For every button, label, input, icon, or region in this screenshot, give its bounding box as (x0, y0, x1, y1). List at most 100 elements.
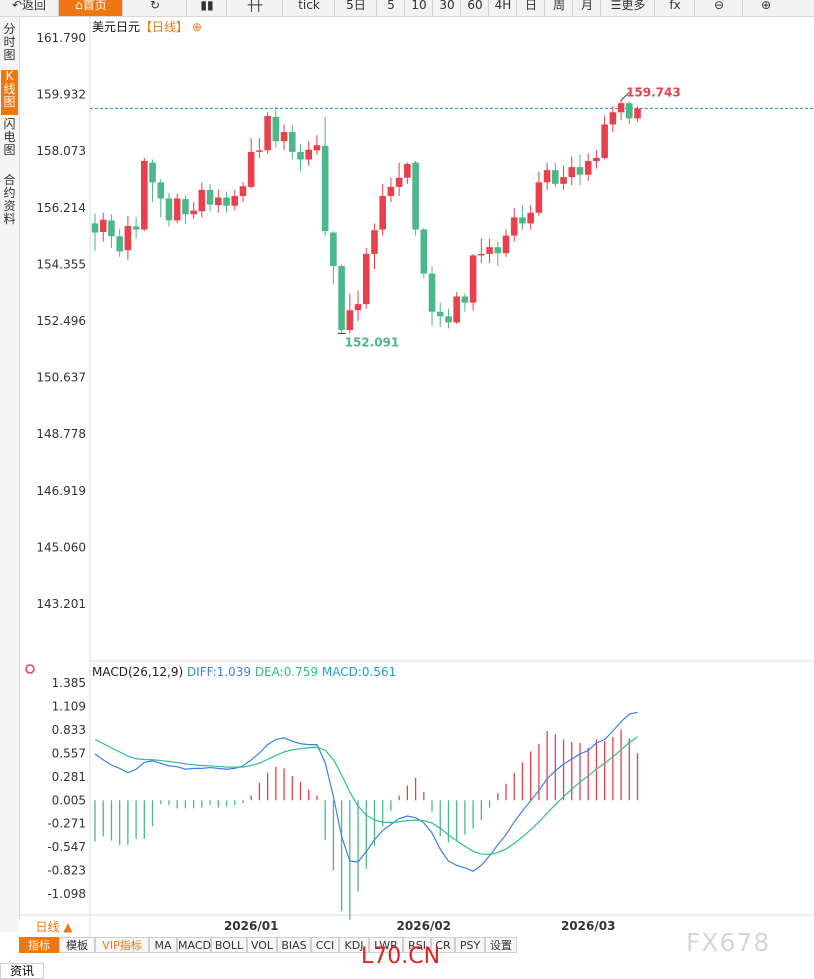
candle-body (198, 189, 206, 212)
toolbar-item-tab-11[interactable]: 4H (488, 0, 517, 16)
indicator-tab-13[interactable]: PSY (455, 937, 485, 953)
indicator-tab-5[interactable]: BOLL (211, 937, 247, 953)
candle-body (445, 316, 452, 323)
toolbar-item-refresh[interactable]: ↻ (122, 0, 187, 16)
toolbar-item-tab-9[interactable]: 30 (432, 0, 461, 16)
candle-body (264, 115, 271, 151)
toolbar-item-candlestick[interactable]: ┼┼ (226, 0, 283, 16)
sidenav-item-0[interactable]: 分时图 (3, 22, 16, 62)
candle-body (231, 196, 239, 206)
toolbar-item-tab-5[interactable]: tick (282, 0, 335, 16)
candle-body (321, 145, 329, 232)
candle-body (313, 145, 321, 151)
diff-line (94, 711, 638, 872)
candle-body (141, 161, 148, 230)
toolbar-item-back-arrow[interactable]: ↶返回 (0, 0, 58, 16)
candle-body (502, 235, 510, 254)
candle-body (584, 161, 592, 175)
indicator-tab-12[interactable]: CR (431, 937, 455, 953)
toolbar-item-label: 4H (494, 0, 512, 12)
chart-type-sidebar: 分时图 K线图闪电图合约资料 (0, 17, 20, 932)
candle-body (338, 266, 345, 330)
indicator-tab-3[interactable]: MA (149, 937, 177, 953)
candle-body (420, 229, 428, 274)
indicator-tab-6[interactable]: VOL (247, 937, 277, 953)
candle-body (124, 225, 132, 251)
sidenav-item-2[interactable]: 闪电图 (3, 117, 16, 157)
toolbar-item-zoom-in[interactable]: ⊕ (742, 0, 789, 16)
fx678-watermark: FX678 (686, 928, 771, 957)
toolbar-item-tab-14[interactable]: 月 (572, 0, 601, 16)
indicator-tab-10[interactable]: LWR (369, 937, 403, 953)
toolbar-item-tab-8[interactable]: 10 (404, 0, 433, 16)
candle-body (247, 151, 255, 187)
indicator-tab-2[interactable]: VIP指标 (95, 937, 149, 953)
toolbar-item-tab-12[interactable]: 日 (516, 0, 545, 16)
settings-sun-icon (25, 664, 35, 674)
indicator-tab-4[interactable]: MACD (177, 937, 211, 953)
candle-body (272, 116, 280, 142)
indicator-tab-7[interactable]: BIAS (277, 937, 311, 953)
settings-icon: ⊕ (188, 20, 202, 34)
toolbar-item-formula[interactable]: fx (654, 0, 695, 16)
indicator-tab-14[interactable]: 设置 (485, 937, 517, 953)
macd-y-tick-label: 1.385 (52, 676, 86, 690)
x-axis-tick-label: 2026/03 (561, 919, 615, 933)
candle-body (297, 151, 304, 160)
candle-body (116, 236, 123, 252)
home-icon: ⌂ (75, 0, 83, 12)
sidenav-item-1[interactable]: K线图 (1, 70, 18, 115)
zoom-out-icon: ⊖ (713, 0, 725, 12)
indicator-tab-11[interactable]: RSI (403, 937, 431, 953)
toolbar-item-menu[interactable]: ☰更多 (600, 0, 655, 16)
toolbar-item-zoom-out[interactable]: ⊖ (694, 0, 743, 16)
price-y-tick-label: 150.637 (36, 371, 86, 385)
candle-body (108, 220, 115, 237)
price-y-tick-label: 148.778 (36, 427, 86, 441)
candle-body (280, 132, 288, 142)
macd-y-tick-label: 0.281 (52, 770, 86, 784)
sidenav-item-3[interactable]: 合约资料 (3, 173, 16, 226)
toolbar-item-bar-chart[interactable]: ▮▮ (186, 0, 227, 16)
price-y-tick-label: 146.919 (36, 484, 86, 498)
candle-body (634, 108, 641, 119)
indicator-tab-9[interactable]: KDJ (339, 937, 369, 953)
candle-body (626, 103, 633, 119)
toolbar-item-label: fx (669, 0, 681, 12)
candle-body (99, 219, 107, 232)
news-tab[interactable]: 资讯 (0, 963, 44, 979)
candle-body (560, 177, 567, 184)
toolbar-item-label: 周 (552, 0, 565, 12)
toolbar-item-home[interactable]: ⌂首页 (58, 0, 123, 16)
candle-body (330, 232, 337, 267)
min-price-label: 152.091 (345, 335, 400, 349)
candle-body (568, 167, 576, 178)
back-arrow-icon: ↶ (11, 0, 23, 12)
period-selector[interactable]: 日线 ▲ (19, 919, 89, 935)
candle-body (256, 150, 263, 152)
refresh-icon: ↻ (149, 0, 161, 12)
price-y-tick-label: 143.201 (36, 597, 86, 611)
candle-body (371, 230, 378, 254)
candle-body (354, 304, 362, 311)
toolbar-item-tab-10[interactable]: 60 (460, 0, 489, 16)
toolbar-item-tab-13[interactable]: 周 (544, 0, 573, 16)
candle-body (182, 199, 189, 215)
candle-body (461, 296, 469, 303)
price-y-tick-label: 156.214 (36, 201, 86, 215)
candle-body (535, 182, 543, 213)
toolbar-item-tab-7[interactable]: 5 (376, 0, 405, 16)
indicator-tab-1[interactable]: 模板 (59, 937, 95, 953)
candle-body (387, 186, 395, 197)
chart-title: 美元日元【日线】 ⊕ (92, 20, 202, 34)
toolbar-item-tab-6[interactable]: 5日 (334, 0, 377, 16)
toolbar-item-label: 10 (411, 0, 427, 12)
indicator-tab-0[interactable]: 指标 (19, 937, 59, 953)
candle-body (552, 170, 559, 184)
candle-body (132, 226, 140, 230)
indicator-tab-8[interactable]: CCI (311, 937, 339, 953)
price-y-tick-label: 152.496 (36, 314, 86, 328)
candle-body (215, 197, 222, 206)
candle-body (576, 167, 584, 175)
